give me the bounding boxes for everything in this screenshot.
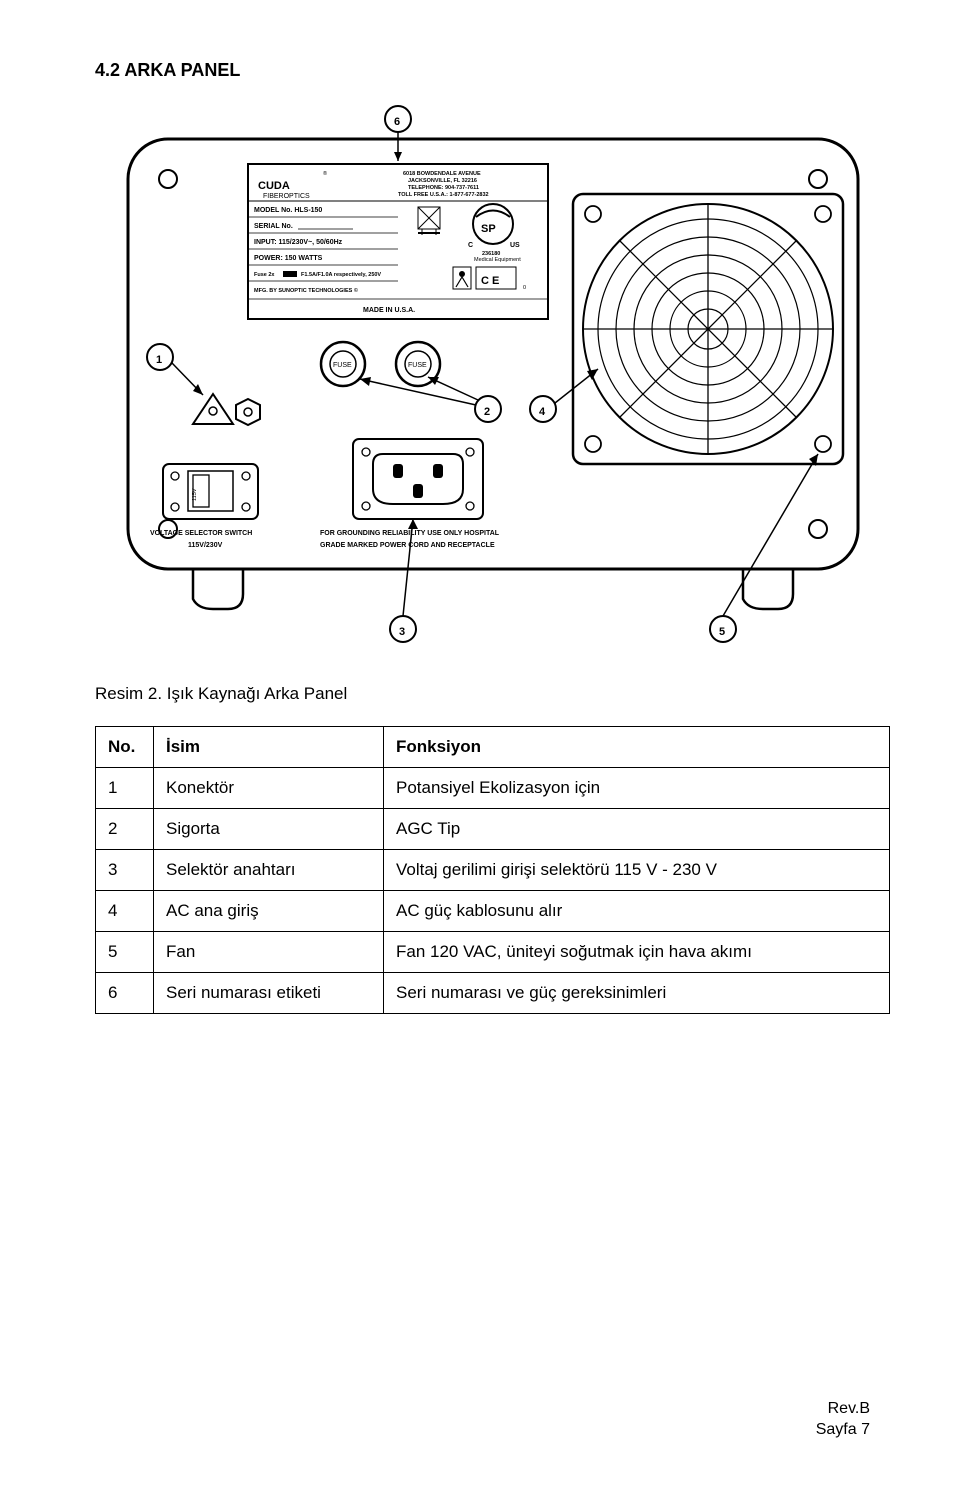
svg-text:C: C xyxy=(468,242,473,249)
brand-text: CUDA xyxy=(258,180,290,192)
table-row: 3 Selektör anahtarı Voltaj gerilimi giri… xyxy=(96,850,890,891)
table-row: 2 Sigorta AGC Tip xyxy=(96,809,890,850)
svg-text:6: 6 xyxy=(394,116,400,128)
svg-text:®: ® xyxy=(323,170,327,177)
ac-inlet xyxy=(353,439,483,519)
svg-text:SP: SP xyxy=(481,223,496,235)
svg-text:JACKSONVILLE, FL 32216: JACKSONVILLE, FL 32216 xyxy=(408,178,477,184)
spec-table: No. İsim Fonksiyon 1 Konektör Potansiyel… xyxy=(95,726,890,1014)
svg-text:TELEPHONE: 904-737-7611: TELEPHONE: 904-737-7611 xyxy=(408,185,479,191)
table-row: 5 Fan Fan 120 VAC, üniteyi soğutmak için… xyxy=(96,932,890,973)
svg-text:FUSE: FUSE xyxy=(408,362,427,369)
table-row: 1 Konektör Potansiyel Ekolizasyon için xyxy=(96,768,890,809)
svg-text:3: 3 xyxy=(399,626,405,638)
svg-text:C E: C E xyxy=(481,275,499,287)
svg-text:115V/230V: 115V/230V xyxy=(188,542,223,549)
svg-text:6018 BOWDENDALE AVENUE: 6018 BOWDENDALE AVENUE xyxy=(403,171,481,177)
svg-text:TOLL FREE U.S.A.: 1-877-677-28: TOLL FREE U.S.A.: 1-877-677-2832 xyxy=(398,192,489,198)
svg-text:0: 0 xyxy=(523,285,526,291)
table-row: 4 AC ana giriş AC güç kablosunu alır xyxy=(96,891,890,932)
svg-text:GRADE MARKED POWER CORD AND RE: GRADE MARKED POWER CORD AND RECEPTACLE xyxy=(320,542,495,549)
svg-text:MADE IN U.S.A.: MADE IN U.S.A. xyxy=(363,307,415,314)
section-title: 4.2 ARKA PANEL xyxy=(95,60,890,81)
figure-caption: Resim 2. Işık Kaynağı Arka Panel xyxy=(95,684,890,704)
svg-text:Medical Equipment: Medical Equipment xyxy=(474,257,521,263)
svg-text:MODEL No. HLS-150: MODEL No. HLS-150 xyxy=(254,207,322,214)
figure-container: CUDA FIBEROPTICS ® 6018 BOWDENDALE AVENU… xyxy=(95,99,890,659)
svg-text:VOLTAGE SELECTOR SWITCH: VOLTAGE SELECTOR SWITCH xyxy=(150,530,252,537)
svg-text:2: 2 xyxy=(484,406,490,418)
rear-panel-diagram: CUDA FIBEROPTICS ® 6018 BOWDENDALE AVENU… xyxy=(98,99,888,659)
svg-text:POWER: 150 WATTS: POWER: 150 WATTS xyxy=(254,255,323,262)
svg-text:FOR GROUNDING RELIABILITY USE: FOR GROUNDING RELIABILITY USE ONLY HOSPI… xyxy=(320,530,500,537)
svg-text:SERIAL No.: SERIAL No. xyxy=(254,223,293,230)
th-func: Fonksiyon xyxy=(384,727,890,768)
page-footer: Rev.B Sayfa 7 xyxy=(816,1398,870,1441)
svg-text:INPUT: 115/230V~, 50/60Hz: INPUT: 115/230V~, 50/60Hz xyxy=(254,239,343,246)
svg-text:Fuse 2x: Fuse 2x xyxy=(254,272,275,278)
th-name: İsim xyxy=(154,727,384,768)
svg-text:1: 1 xyxy=(156,354,162,366)
th-no: No. xyxy=(96,727,154,768)
svg-text:5: 5 xyxy=(719,626,725,638)
brand-sub: FIBEROPTICS xyxy=(263,193,310,200)
equipotential-connector xyxy=(193,394,260,425)
svg-text:F1.5A/F1.0A respectively, 250V: F1.5A/F1.0A respectively, 250V xyxy=(301,272,381,278)
table-row: 6 Seri numarası etiketi Seri numarası ve… xyxy=(96,973,890,1014)
svg-text:115V: 115V xyxy=(192,488,198,501)
fan xyxy=(573,194,843,464)
footer-rev: Rev.B xyxy=(816,1398,870,1420)
svg-text:4: 4 xyxy=(539,406,546,418)
svg-text:FUSE: FUSE xyxy=(333,362,352,369)
svg-text:MFG. BY SUNOPTIC TECHNOLOGIES: MFG. BY SUNOPTIC TECHNOLOGIES © xyxy=(254,287,358,294)
svg-text:US: US xyxy=(510,242,520,249)
footer-page: Sayfa 7 xyxy=(816,1419,870,1441)
